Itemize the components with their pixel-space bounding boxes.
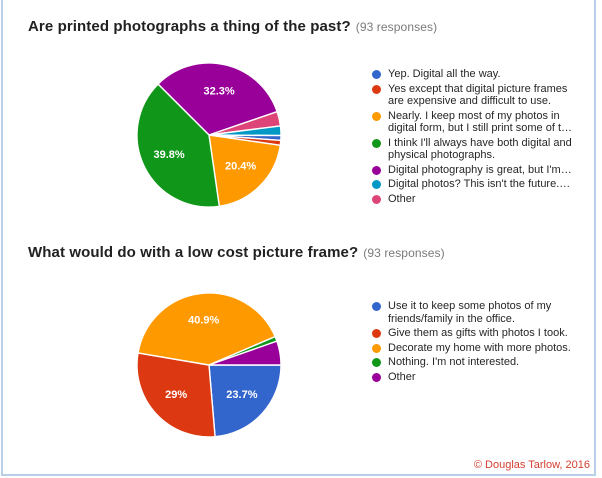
- pie-slice: [136, 83, 220, 208]
- legend-item: Decorate my home with more photos.: [372, 342, 582, 355]
- legend-label: Yep. Digital all the way.: [388, 68, 501, 80]
- pie-slice: [208, 364, 282, 438]
- legend-color-dot: [372, 343, 381, 353]
- copyright-credit: © Douglas Tarlow, 2016: [473, 459, 590, 471]
- legend-color-dot: [372, 302, 381, 311]
- pie-slice: [137, 292, 276, 366]
- legend-item: Use it to keep some photos of my friends…: [372, 300, 582, 325]
- pie-chart-1: 32.3% 20.4% 39.8%: [136, 62, 282, 208]
- legend-label: Other: [388, 370, 416, 383]
- legend-item: Nearly. I keep most of my photos in digi…: [372, 110, 582, 135]
- legend-label: Give them as gifts with photos I took.: [388, 327, 568, 339]
- legend-label: Nearly. I keep most of my photos in digi…: [388, 109, 573, 135]
- legend-item: I think I'll always have both digital an…: [372, 137, 582, 162]
- legend-color-dot: [372, 111, 381, 121]
- legend-label: Decorate my home with more photos.: [388, 341, 571, 354]
- question-2-response-count: (93 responses): [363, 246, 445, 260]
- slice-percent-label: 32.3%: [203, 86, 234, 98]
- slice-percent-label: 40.9%: [188, 315, 219, 327]
- legend-item: Other: [372, 371, 582, 384]
- legend-label: Yes except that digital picture frames a…: [388, 82, 568, 108]
- legend-label: Digital photos? This isn't the future.…: [388, 178, 571, 190]
- slice-percent-label: 23.7%: [226, 389, 257, 401]
- pie-chart-2: 23.7% 29% 40.9%: [136, 292, 282, 438]
- legend-color-dot: [372, 372, 381, 382]
- legend-2: Use it to keep some photos of my friends…: [372, 300, 582, 385]
- pie-slice: [136, 352, 216, 438]
- pie-slice: [208, 340, 282, 366]
- pie-slice: [208, 134, 281, 207]
- legend-color-dot: [372, 329, 381, 338]
- legend-item: Yep. Digital all the way.: [372, 68, 582, 81]
- legend-label: Nothing. I'm not interested.: [388, 356, 520, 368]
- legend-color-dot: [372, 84, 381, 94]
- legend-item: Nothing. I'm not interested.: [372, 356, 582, 369]
- legend-color-dot: [372, 138, 381, 148]
- question-1-title: Are printed photographs a thing of the p…: [28, 18, 351, 35]
- legend-color-dot: [372, 70, 381, 79]
- legend-color-dot: [372, 358, 381, 367]
- pie-slice: [157, 62, 278, 136]
- legend-color-dot: [372, 180, 381, 189]
- slice-percent-label: 20.4%: [225, 161, 256, 173]
- question-1-heading: Are printed photographs a thing of the p…: [28, 18, 437, 35]
- legend-label: Use it to keep some photos of my friends…: [388, 300, 552, 325]
- legend-item: Digital photography is great, but I'm…: [372, 164, 582, 177]
- legend-item: Digital photos? This isn't the future.…: [372, 178, 582, 191]
- legend-item: Other: [372, 193, 582, 206]
- legend-1: Yep. Digital all the way. Yes except that…: [372, 68, 582, 207]
- legend-label: Other: [388, 192, 416, 205]
- slice-percent-label: 29%: [165, 389, 187, 401]
- question-1-response-count: (93 responses): [355, 20, 438, 34]
- legend-label: Digital photography is great, but I'm…: [388, 163, 572, 176]
- legend-label: I think I'll always have both digital an…: [388, 136, 572, 162]
- question-2-heading: What would do with a low cost picture fr…: [28, 244, 445, 261]
- question-2-title: What would do with a low cost picture fr…: [28, 244, 359, 261]
- legend-item: Yes except that digital picture frames a…: [372, 83, 582, 108]
- legend-color-dot: [372, 165, 381, 175]
- slice-percent-label: 39.8%: [153, 149, 184, 161]
- legend-color-dot: [372, 194, 381, 204]
- legend-item: Give them as gifts with photos I took.: [372, 327, 582, 340]
